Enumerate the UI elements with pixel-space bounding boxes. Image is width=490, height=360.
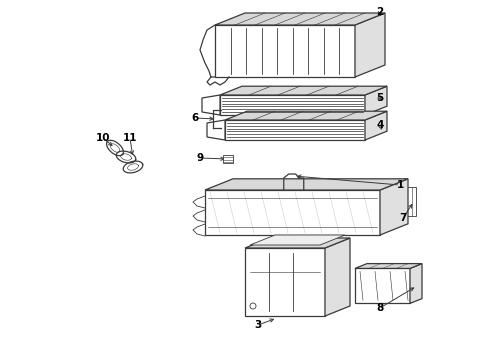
Text: 4: 4 xyxy=(376,120,384,130)
Polygon shape xyxy=(325,238,350,316)
Polygon shape xyxy=(225,111,387,120)
Text: 6: 6 xyxy=(192,113,198,123)
Polygon shape xyxy=(205,190,380,235)
Polygon shape xyxy=(410,264,422,303)
Text: 11: 11 xyxy=(123,133,137,143)
Polygon shape xyxy=(245,238,350,248)
Polygon shape xyxy=(220,86,387,95)
Polygon shape xyxy=(220,95,365,115)
Text: 9: 9 xyxy=(196,153,203,163)
Text: 7: 7 xyxy=(399,213,407,223)
Text: 3: 3 xyxy=(254,320,262,330)
Circle shape xyxy=(250,303,256,309)
Polygon shape xyxy=(205,179,408,190)
Text: 2: 2 xyxy=(376,7,384,17)
Polygon shape xyxy=(202,95,220,115)
Polygon shape xyxy=(215,25,355,77)
Polygon shape xyxy=(215,13,385,25)
Polygon shape xyxy=(223,155,233,163)
Text: 10: 10 xyxy=(96,133,110,143)
Text: 5: 5 xyxy=(376,93,384,103)
Polygon shape xyxy=(365,86,387,115)
Polygon shape xyxy=(355,13,385,77)
Polygon shape xyxy=(225,120,365,140)
Polygon shape xyxy=(365,111,387,140)
Text: 8: 8 xyxy=(376,303,384,313)
Polygon shape xyxy=(355,264,422,269)
Polygon shape xyxy=(380,179,408,235)
Polygon shape xyxy=(250,235,345,245)
Polygon shape xyxy=(207,120,225,140)
Polygon shape xyxy=(355,269,410,303)
Polygon shape xyxy=(245,248,325,316)
Text: 1: 1 xyxy=(396,180,404,190)
